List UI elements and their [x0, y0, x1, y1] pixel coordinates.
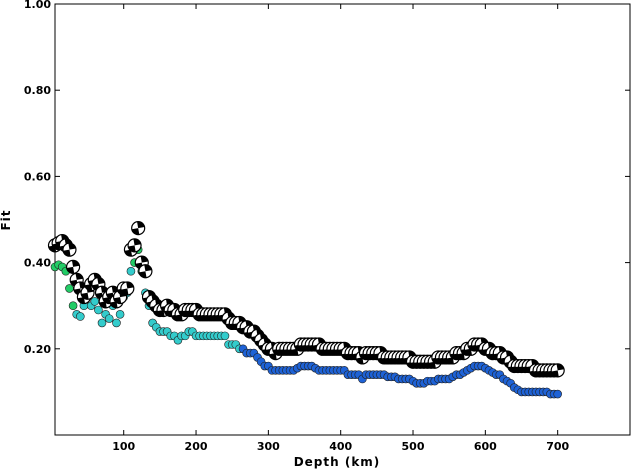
- x-tick-label: 200: [185, 440, 208, 453]
- fit-point: [94, 305, 103, 315]
- fit-point: [220, 331, 230, 341]
- x-axis-ticks: 100 200 300 400 500 600 700: [112, 4, 569, 453]
- y-tick-label: 0.80: [24, 84, 51, 97]
- x-tick-label: 400: [329, 440, 352, 453]
- focal-mechanism: [65, 259, 81, 275]
- y-tick-label: 0.20: [24, 343, 51, 356]
- fit-point: [104, 314, 114, 323]
- focal-mechanism: [550, 363, 565, 378]
- focal-mechanism: [127, 238, 142, 253]
- focal-mechanism: [138, 264, 153, 279]
- fit-circles-series: [50, 245, 562, 399]
- y-tick-label: 1.00: [24, 0, 51, 11]
- y-tick-label: 0.40: [24, 257, 51, 270]
- plot-frame: [54, 3, 631, 436]
- focal-mechanism: [62, 242, 77, 257]
- y-tick-label: 0.60: [24, 170, 51, 183]
- fit-point: [68, 301, 78, 311]
- fit-point: [553, 389, 562, 399]
- fit-point: [112, 318, 121, 328]
- y-axis-title: Fit: [0, 209, 13, 230]
- x-tick-label: 300: [257, 440, 280, 453]
- fit-point: [90, 297, 100, 306]
- x-tick-label: 600: [474, 440, 497, 453]
- x-tick-label: 700: [546, 440, 569, 453]
- focal-mechanism: [120, 281, 135, 296]
- fit-point: [115, 310, 125, 319]
- fit-point: [76, 312, 85, 321]
- focal-mechanism: [131, 221, 146, 236]
- x-tick-label: 100: [112, 440, 135, 453]
- fit-point: [97, 318, 107, 328]
- x-tick-label: 500: [402, 440, 425, 453]
- fit-point: [65, 284, 74, 293]
- focal-mechanism: [105, 285, 120, 300]
- focal-mechanisms-series: [47, 221, 565, 378]
- x-axis-title: Depth (km): [294, 455, 381, 469]
- fit-point: [126, 266, 136, 276]
- y-axis-ticks: 0.20 0.40 0.60 0.80 1.00: [24, 0, 630, 356]
